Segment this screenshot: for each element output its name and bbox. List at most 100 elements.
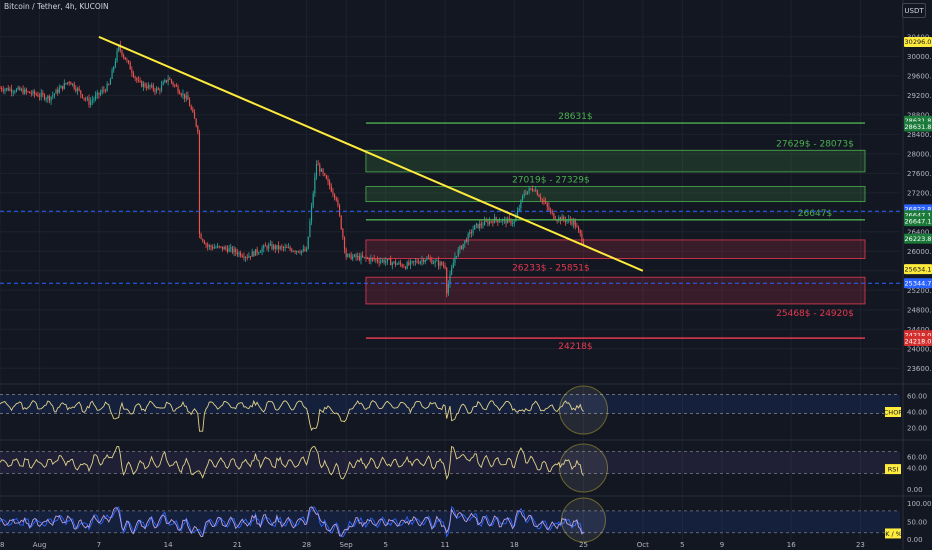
candle-body bbox=[73, 83, 75, 89]
candle-body bbox=[116, 50, 118, 62]
candle-body bbox=[192, 109, 194, 113]
candle-body bbox=[249, 255, 252, 257]
candle-body bbox=[531, 189, 533, 191]
candle-body bbox=[398, 262, 400, 264]
candle-body bbox=[9, 88, 11, 91]
candle-body bbox=[345, 249, 347, 258]
candle-body bbox=[188, 99, 191, 107]
price-badge bbox=[904, 216, 932, 227]
highlight-circle bbox=[559, 385, 609, 435]
candle-body bbox=[58, 88, 60, 93]
price-badge-label: 26223.8 bbox=[905, 235, 932, 243]
time-tick-label: Sep bbox=[340, 541, 354, 549]
candle-body bbox=[452, 263, 454, 269]
candle-body bbox=[38, 96, 41, 98]
chart-title: Bitcoin / Tether, 4h, KUCOIN bbox=[4, 2, 109, 11]
candle-body bbox=[218, 246, 220, 247]
candle-body bbox=[436, 260, 438, 262]
candle-body bbox=[235, 248, 237, 253]
candle-body bbox=[541, 199, 543, 201]
candle-body bbox=[32, 91, 34, 94]
candle-body bbox=[548, 206, 550, 211]
candle-body bbox=[284, 247, 286, 249]
candle-body bbox=[518, 208, 520, 211]
candle-body bbox=[515, 216, 517, 222]
candle-body bbox=[457, 249, 459, 257]
candle-body bbox=[490, 221, 492, 222]
candle-body bbox=[385, 261, 387, 263]
candle-body bbox=[329, 181, 331, 187]
candle-body bbox=[340, 215, 342, 230]
candle-body bbox=[488, 221, 491, 225]
candle-body bbox=[390, 259, 392, 266]
candle-body bbox=[142, 83, 144, 87]
trendline bbox=[98, 35, 644, 272]
candle-body bbox=[43, 94, 46, 100]
candle-body bbox=[96, 92, 98, 96]
candle-body bbox=[523, 193, 525, 197]
candle-body bbox=[582, 241, 585, 245]
candle-body bbox=[274, 245, 276, 249]
price-badge bbox=[904, 264, 932, 275]
stoch-d-line bbox=[0, 506, 584, 538]
zone-label: 27629$ - 28073$ bbox=[776, 139, 854, 149]
candle-body bbox=[497, 220, 499, 223]
candle-body bbox=[53, 93, 55, 96]
candle-body bbox=[101, 89, 103, 93]
candle-body bbox=[302, 248, 304, 251]
candle-body bbox=[27, 91, 29, 93]
candle-body bbox=[574, 220, 576, 227]
candle-body bbox=[396, 263, 398, 265]
currency-badge[interactable]: USDT bbox=[902, 3, 926, 18]
candle-body bbox=[426, 258, 428, 261]
candle-body bbox=[78, 88, 80, 91]
price-zone bbox=[365, 149, 866, 173]
candle-body bbox=[465, 240, 468, 242]
price-badge-label: 25634.1 bbox=[905, 265, 932, 273]
price-badge-label: 28631.8 bbox=[905, 117, 932, 125]
candle-body bbox=[81, 94, 83, 98]
candle-body bbox=[226, 248, 229, 252]
price-badge bbox=[904, 278, 932, 289]
candle-body bbox=[442, 264, 444, 266]
candle-body bbox=[573, 220, 575, 225]
candle-body bbox=[535, 190, 537, 192]
candle-body bbox=[485, 220, 487, 222]
candle-body bbox=[467, 233, 469, 242]
candle-body bbox=[104, 90, 107, 92]
candle-body bbox=[393, 261, 395, 263]
candle-body bbox=[217, 246, 219, 248]
time-tick-label: 9 bbox=[720, 541, 724, 549]
level-label: 24218$ bbox=[558, 342, 592, 352]
candle-body bbox=[335, 197, 337, 200]
zone-label: 27019$ - 27329$ bbox=[512, 176, 590, 186]
candle-body bbox=[337, 199, 339, 206]
candle-body bbox=[118, 44, 120, 51]
candle-body bbox=[418, 262, 420, 264]
candle-body bbox=[109, 78, 112, 85]
candle-body bbox=[383, 259, 385, 263]
candle-body bbox=[319, 165, 321, 172]
candle-body bbox=[170, 79, 173, 83]
candle-body bbox=[4, 89, 6, 91]
candle-body bbox=[30, 93, 32, 95]
candle-body bbox=[545, 202, 547, 204]
candle-body bbox=[536, 190, 538, 196]
candle-body bbox=[106, 84, 108, 92]
indicator-name-label: %K / %D bbox=[879, 530, 907, 538]
candle-body bbox=[556, 220, 558, 222]
candle-body bbox=[123, 55, 125, 58]
price-zones: 27629$ - 28073$ 27019$ - 27329$ 26233$ - 2… bbox=[365, 139, 866, 319]
highlight-circle bbox=[561, 497, 607, 543]
candle-body bbox=[459, 246, 461, 250]
candle-body bbox=[350, 253, 352, 260]
candle-body bbox=[429, 258, 431, 260]
candle-body bbox=[127, 60, 130, 63]
candle-body bbox=[563, 216, 565, 220]
candle-body bbox=[86, 98, 88, 100]
candle-body bbox=[553, 213, 555, 220]
candle-body bbox=[35, 94, 37, 95]
candle-body bbox=[348, 253, 351, 255]
candle-body bbox=[376, 259, 379, 262]
